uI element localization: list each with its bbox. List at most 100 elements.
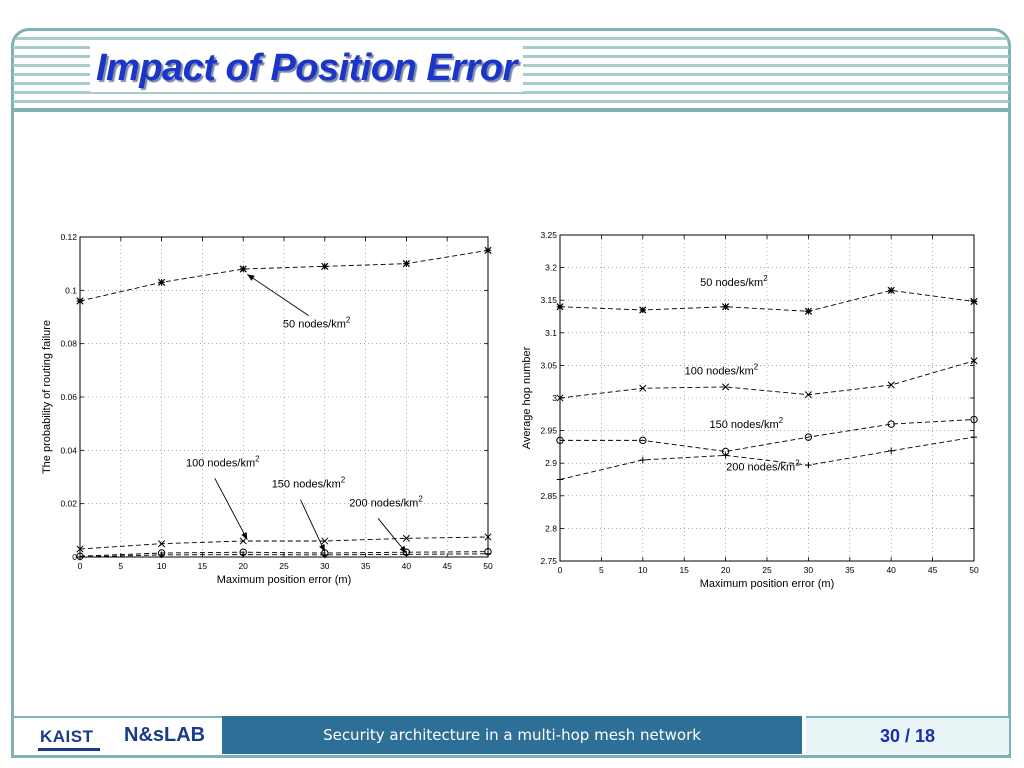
y-tick-label: 0.12 xyxy=(60,232,77,242)
data-point xyxy=(887,286,895,295)
x-tick-label: 50 xyxy=(969,565,979,575)
page-number: 30 / 18 xyxy=(806,716,1009,754)
data-point xyxy=(888,447,895,455)
footer: KAIST N&sLAB Security architecture in a … xyxy=(14,716,1009,754)
series-annotation: 200 nodes/km2 xyxy=(726,458,800,473)
x-tick-label: 30 xyxy=(804,565,814,575)
series-2 xyxy=(76,533,492,553)
annotation-arrowhead xyxy=(399,545,407,553)
series-annotation: 150 nodes/km2 xyxy=(272,476,346,491)
y-tick-label: 3.2 xyxy=(545,263,557,273)
series-2 xyxy=(556,357,978,402)
series-line xyxy=(559,436,975,480)
series-line xyxy=(79,553,489,558)
x-tick-label: 5 xyxy=(599,565,604,575)
series-line xyxy=(559,360,975,399)
annotation-arrowhead xyxy=(319,544,325,552)
data-point xyxy=(321,551,328,559)
annotation-arrow xyxy=(247,273,309,317)
data-point xyxy=(721,303,730,311)
series-line xyxy=(79,536,489,550)
data-point xyxy=(805,461,812,469)
x-tick-label: 25 xyxy=(279,561,289,571)
annotation-arrowhead xyxy=(247,274,255,281)
x-tick-label: 35 xyxy=(845,565,855,575)
data-point xyxy=(804,307,813,315)
series-annotation: 50 nodes/km2 xyxy=(283,316,351,331)
series-4 xyxy=(556,433,978,483)
data-point xyxy=(970,415,978,424)
x-axis-label: Maximum position error (m) xyxy=(700,578,834,590)
y-tick-label: 2.75 xyxy=(540,556,557,566)
x-tick-label: 25 xyxy=(762,565,772,575)
x-tick-label: 40 xyxy=(402,561,412,571)
data-point xyxy=(887,381,895,389)
data-point xyxy=(484,533,492,541)
series-1 xyxy=(76,246,492,305)
y-tick-label: 0.06 xyxy=(60,392,77,402)
annotation-arrowhead xyxy=(241,532,248,540)
hop-number-chart: 0 5 10 15 20 25 30 35 40 45 50 2.75 2.8 2.85 2.9 2.95 3 3… xyxy=(521,230,979,590)
data-point xyxy=(158,551,165,559)
annotation-arrow xyxy=(377,518,407,554)
x-tick-label: 40 xyxy=(886,565,896,575)
data-point xyxy=(722,383,730,391)
data-point xyxy=(639,306,647,314)
y-tick-label: 3.25 xyxy=(540,230,557,240)
series-line xyxy=(79,551,489,557)
x-tick-label: 15 xyxy=(198,561,208,571)
series-line xyxy=(559,289,975,312)
data-point xyxy=(484,246,492,254)
data-point xyxy=(76,297,84,305)
slide-frame xyxy=(11,28,1011,758)
x-tick-label: 30 xyxy=(320,561,330,571)
data-point xyxy=(321,537,329,545)
slide-title: Impact of Position Error xyxy=(90,44,523,92)
y-tick-label: 2.95 xyxy=(540,426,557,436)
data-point xyxy=(239,537,247,545)
footer-separator xyxy=(802,716,806,754)
data-point xyxy=(402,534,410,542)
x-tick-label: 0 xyxy=(558,565,563,575)
data-point xyxy=(639,436,647,445)
x-tick-label: 0 xyxy=(78,561,83,571)
series-annotation: 100 nodes/km2 xyxy=(685,363,759,378)
series-4 xyxy=(76,550,492,561)
data-point xyxy=(321,262,329,270)
data-point xyxy=(804,391,812,399)
y-tick-label: 0.04 xyxy=(60,445,77,455)
data-point xyxy=(556,394,564,402)
data-point xyxy=(240,551,247,558)
data-point xyxy=(970,433,978,441)
series-1 xyxy=(556,286,978,315)
nslab-logo: N&sLAB xyxy=(124,724,206,746)
series-annotation: 100 nodes/km2 xyxy=(186,454,260,469)
annotation-arrow xyxy=(214,478,248,540)
y-tick-label: 3.05 xyxy=(540,360,557,370)
x-tick-label: 50 xyxy=(483,561,493,571)
x-tick-label: 5 xyxy=(118,561,123,571)
data-point xyxy=(556,476,564,483)
series-annotation: 50 nodes/km2 xyxy=(700,274,768,289)
y-tick-label: 3 xyxy=(552,393,557,403)
data-point xyxy=(556,436,564,445)
series-annotation: 200 nodes/km2 xyxy=(349,494,423,509)
data-point xyxy=(887,420,895,428)
data-point xyxy=(722,452,729,459)
y-tick-label: 0 xyxy=(72,552,77,562)
data-point xyxy=(157,278,166,286)
x-tick-label: 45 xyxy=(442,561,452,571)
footer-logos: KAIST N&sLAB xyxy=(14,716,222,754)
data-point xyxy=(484,550,492,557)
data-point xyxy=(76,545,84,553)
kaist-logo-underline xyxy=(38,748,100,751)
data-point xyxy=(804,433,813,441)
data-point xyxy=(239,265,247,273)
data-point xyxy=(158,540,166,548)
y-tick-label: 3.15 xyxy=(540,295,557,305)
data-point xyxy=(639,384,647,392)
data-point xyxy=(76,553,84,561)
footer-title: Security architecture in a multi-hop mes… xyxy=(222,716,802,754)
y-tick-label: 2.9 xyxy=(545,458,557,468)
annotation-arrow xyxy=(300,499,326,552)
